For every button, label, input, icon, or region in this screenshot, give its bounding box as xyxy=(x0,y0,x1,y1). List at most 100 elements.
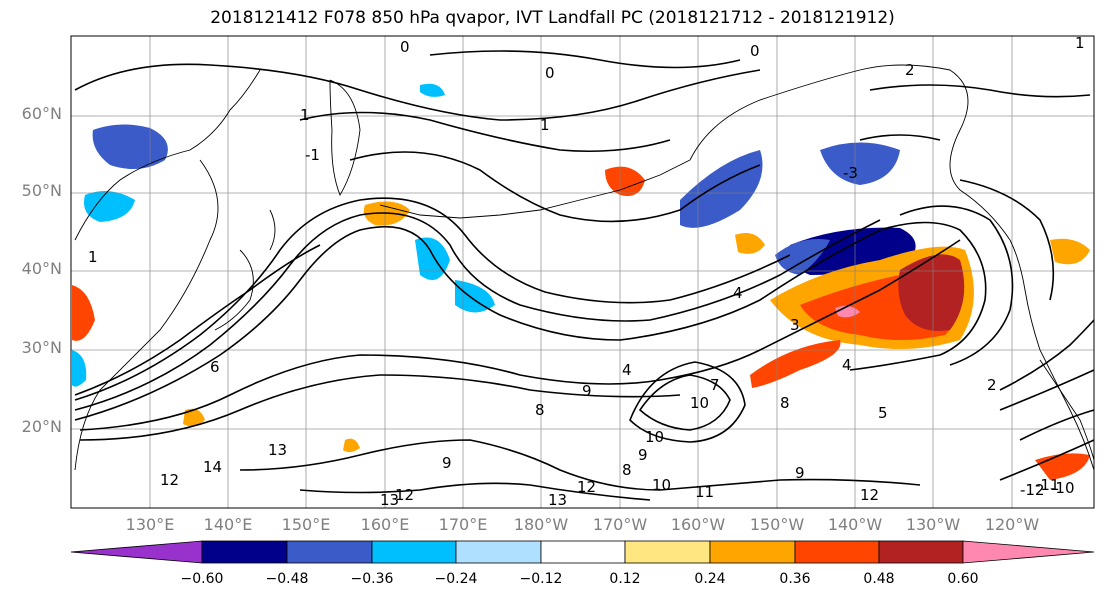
longitude-label: 140°W xyxy=(827,515,883,534)
contour-label: 12 xyxy=(160,471,179,489)
contour-label: 14 xyxy=(203,458,222,476)
longitude-label: 120°W xyxy=(984,515,1040,534)
colorbar-segment xyxy=(286,540,373,564)
contour-label: 9 xyxy=(442,454,452,472)
coastlines xyxy=(74,64,1095,471)
longitude-label: 160°E xyxy=(360,515,410,534)
contour-label: 12 xyxy=(860,486,879,504)
colorbar-tick-label: 0.12 xyxy=(609,571,641,587)
coast-kamchatka xyxy=(329,79,361,197)
chart-title: 2018121412 F078 850 hPa qvapor, IVT Land… xyxy=(210,8,895,28)
colorbar-segment xyxy=(201,540,288,564)
map-border xyxy=(70,35,1095,509)
contour-label: -1 xyxy=(305,146,320,164)
contour-label: -3 xyxy=(843,164,858,182)
contour-label: -12 xyxy=(1020,481,1045,499)
longitude-label: 160°W xyxy=(670,515,726,534)
contour-label: 0 xyxy=(400,38,410,56)
colorbar-segment xyxy=(794,540,880,564)
contour-label: 1 xyxy=(1075,34,1085,52)
contour-label: 13 xyxy=(380,491,399,509)
contour-label: 10 xyxy=(690,394,709,412)
colorbar-tick-label: −0.48 xyxy=(265,571,309,587)
coast-alaska xyxy=(689,64,1011,241)
contour-label: 7 xyxy=(710,376,720,394)
colorbar-tick-label: 0.48 xyxy=(863,571,895,587)
fill-blue-asia xyxy=(92,124,168,169)
colorbar-tick-label: −0.36 xyxy=(350,571,394,587)
colorbar-tick-label: 0.60 xyxy=(947,571,979,587)
contour-label: -11 xyxy=(1035,476,1060,494)
coast-asia xyxy=(74,69,261,471)
colorbar-segment xyxy=(455,540,542,564)
graticule xyxy=(71,36,1094,508)
contour-label: 9 xyxy=(638,446,648,464)
latitude-label: 50°N xyxy=(21,181,62,200)
fill-orange-ne xyxy=(1050,238,1090,265)
contour-label: 8 xyxy=(535,401,545,419)
contour-labels: 0 0 0 2 1 1 1 -3 -1 1 2 3 4 4 4 5 6 7 8 … xyxy=(88,34,1085,509)
colorbar xyxy=(70,540,1095,564)
anomaly-fill xyxy=(72,83,1090,480)
longitude-label: 130°W xyxy=(905,515,961,534)
latitude-label: 60°N xyxy=(21,104,62,123)
fill-orange-band xyxy=(750,340,841,388)
colorbar-segment xyxy=(962,540,1095,564)
contour-label: 0 xyxy=(750,42,760,60)
contour-label: 5 xyxy=(878,404,888,422)
contour-label: 4 xyxy=(733,284,743,302)
colorbar-tick-label: 0.36 xyxy=(779,571,811,587)
contour-label: 10 xyxy=(652,476,671,494)
contour-label: 1 xyxy=(540,116,550,134)
contour-label: 8 xyxy=(622,461,632,479)
fill-blue-west xyxy=(72,350,87,387)
contour-label: 1 xyxy=(88,248,98,266)
longitude-label: 150°W xyxy=(749,515,805,534)
contour-label: -10 xyxy=(1050,479,1075,497)
latitude-label: 40°N xyxy=(21,259,62,278)
fill-blue-gulf xyxy=(680,150,763,228)
colorbar-tick-label: −0.60 xyxy=(180,571,224,587)
fill-orange-sw2 xyxy=(343,438,360,453)
fill-orange-central xyxy=(605,166,645,196)
fill-blue-alaska xyxy=(820,142,900,185)
contour-label: 12 xyxy=(577,478,596,496)
longitude-label: 170°W xyxy=(592,515,648,534)
colorbar-segment xyxy=(878,540,964,564)
colorbar-segment xyxy=(709,540,796,564)
contour-label: 3 xyxy=(790,316,800,334)
coast-nw-america xyxy=(1009,239,1095,471)
contour-label: 12 xyxy=(395,486,414,504)
contour-label: 1 xyxy=(300,106,310,124)
contour-label: 9 xyxy=(795,464,805,482)
contour-label: 8 xyxy=(780,394,790,412)
coast-aleutians xyxy=(379,159,691,219)
fill-orange-west xyxy=(72,285,95,341)
contour-label: 2 xyxy=(905,61,915,79)
contour-label: 13 xyxy=(548,491,567,509)
contour-label: 13 xyxy=(268,441,287,459)
coast-mexico xyxy=(1039,359,1095,461)
fill-lightblue-n xyxy=(420,83,445,97)
latitude-label: 20°N xyxy=(21,417,62,436)
contour-label: 4 xyxy=(622,361,632,379)
fill-lightblue-central xyxy=(455,280,495,313)
fill-orange-mid xyxy=(735,232,765,254)
colorbar-tick-label: −0.12 xyxy=(519,571,563,587)
colorbar-segment xyxy=(371,540,457,564)
fill-orange-sw xyxy=(183,408,205,427)
colorbar-segment xyxy=(540,540,626,564)
longitude-label: 130°E xyxy=(125,515,175,534)
contour-label: 10 xyxy=(645,428,664,446)
colorbar-tick-label: 0.24 xyxy=(694,571,726,587)
contour-label: 2 xyxy=(987,376,997,394)
longitude-label: 170°E xyxy=(438,515,488,534)
longitude-label: 180°W xyxy=(513,515,569,534)
latitude-label: 30°N xyxy=(21,338,62,357)
fill-lightblue-asia xyxy=(84,191,135,222)
colorbar-segment xyxy=(70,540,203,564)
longitude-label: 150°E xyxy=(281,515,331,534)
colorbar-segment xyxy=(624,540,711,564)
colorbar-tick-label: −0.24 xyxy=(434,571,478,587)
